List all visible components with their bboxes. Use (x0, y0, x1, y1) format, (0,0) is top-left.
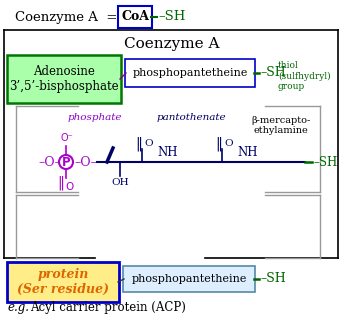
Text: –SH: –SH (158, 10, 185, 24)
FancyBboxPatch shape (123, 266, 255, 292)
Text: –O–: –O– (38, 156, 61, 168)
Circle shape (59, 155, 73, 169)
Text: –O–: –O– (74, 156, 97, 168)
Text: OH: OH (111, 178, 129, 187)
Text: protein
(Ser residue): protein (Ser residue) (17, 268, 109, 296)
Text: phosphate: phosphate (68, 113, 122, 122)
Text: e.g.: e.g. (8, 302, 30, 315)
Text: phosphopantetheine: phosphopantetheine (132, 68, 248, 78)
Text: ‖: ‖ (216, 136, 223, 151)
Text: ‖: ‖ (136, 136, 142, 151)
Text: Adenosine
3’,5’-bisphosphate: Adenosine 3’,5’-bisphosphate (9, 65, 119, 93)
Text: β-mercapto-
ethylamine: β-mercapto- ethylamine (252, 116, 310, 135)
Text: Coenzyme A: Coenzyme A (124, 37, 220, 51)
Text: phosphopantetheine: phosphopantetheine (131, 274, 247, 284)
FancyBboxPatch shape (7, 262, 119, 302)
Text: NH: NH (157, 146, 177, 159)
Text: pantothenate: pantothenate (156, 113, 226, 122)
Text: O⁻: O⁻ (61, 133, 73, 143)
Text: O: O (144, 139, 152, 148)
Text: –SH: –SH (260, 272, 286, 285)
Text: ‖: ‖ (58, 176, 65, 191)
Text: O: O (224, 139, 233, 148)
Text: thiol
(sulfhydryl)
group: thiol (sulfhydryl) group (278, 61, 331, 91)
FancyBboxPatch shape (125, 59, 255, 87)
Text: Coenzyme A  =: Coenzyme A = (14, 10, 117, 24)
Text: P: P (62, 156, 70, 168)
FancyBboxPatch shape (118, 6, 152, 28)
Text: O: O (65, 182, 73, 192)
Text: Acyl carrier protein (ACP): Acyl carrier protein (ACP) (30, 302, 186, 315)
Text: –SH: –SH (313, 156, 337, 168)
Text: –SH: –SH (260, 66, 286, 79)
Text: CoA: CoA (121, 10, 149, 24)
Text: NH: NH (237, 146, 257, 159)
FancyBboxPatch shape (7, 55, 121, 103)
